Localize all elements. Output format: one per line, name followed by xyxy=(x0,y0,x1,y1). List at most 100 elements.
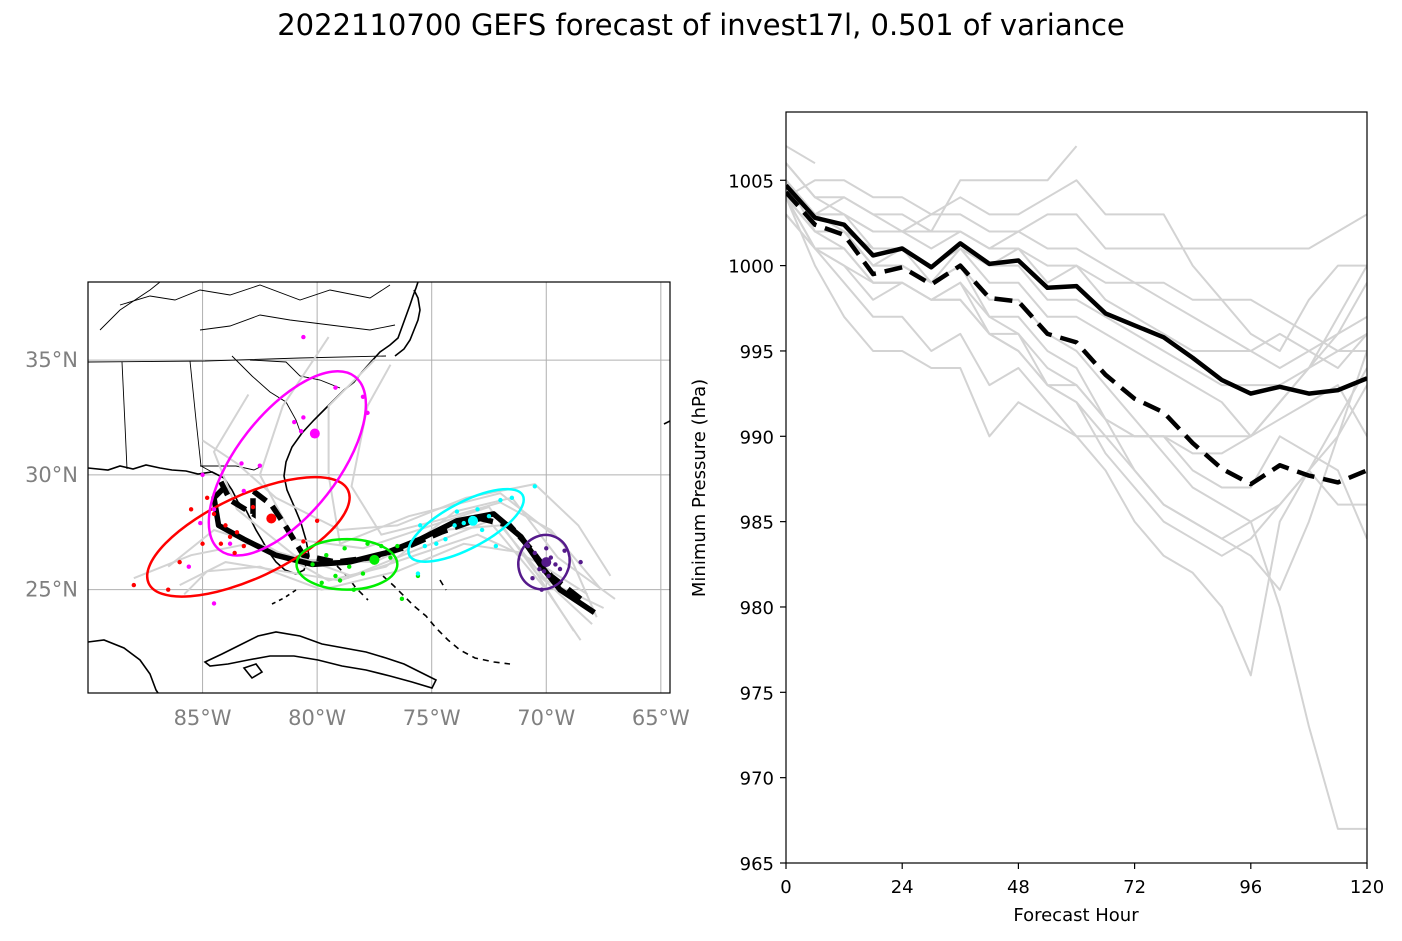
member-pressure-line-0 xyxy=(786,145,816,165)
member-track-8 xyxy=(202,439,612,577)
cluster-0-point-7 xyxy=(200,541,205,546)
cluster-3-point-9 xyxy=(422,543,428,549)
cluster-ellipse-3 xyxy=(407,487,525,563)
cluster-1-point-2 xyxy=(301,415,306,420)
cluster-1-point-15 xyxy=(301,334,306,340)
yucatan-coastline xyxy=(88,639,159,693)
cluster-2-point-10 xyxy=(351,587,356,592)
cluster-2-point-2 xyxy=(333,573,338,579)
cluster-ellipse-0 xyxy=(145,475,351,598)
cluster-3-point-1 xyxy=(461,520,466,526)
member-track-1 xyxy=(258,336,593,625)
state-border-8 xyxy=(199,314,396,331)
cluster-4-point-6 xyxy=(525,543,531,549)
cluster-3-point-14 xyxy=(454,509,460,514)
cluster-3-point-6 xyxy=(475,507,480,512)
cluster-0-point-5 xyxy=(227,534,233,540)
cluster-1-point-8 xyxy=(211,507,217,512)
cluster-2-point-6 xyxy=(379,543,384,549)
cluster-2-point-8 xyxy=(319,580,324,585)
cluster-0-point-10 xyxy=(188,507,194,512)
cluster-1-centroid xyxy=(309,428,320,439)
cluster-0-point-8 xyxy=(232,550,237,556)
cluster-0-point-9 xyxy=(218,541,224,546)
plot-lines xyxy=(786,145,1367,830)
cluster-3-point-7 xyxy=(434,541,439,546)
cluster-1-point-4 xyxy=(239,461,244,466)
y-tick-label: 1005 xyxy=(728,171,774,192)
cluster-0-point-1 xyxy=(234,530,240,535)
member-track-7 xyxy=(183,542,575,632)
cluster-ellipse-4 xyxy=(517,533,571,591)
cluster-0-point-14 xyxy=(314,518,320,523)
map-clusters xyxy=(131,334,583,606)
x-tick-label: 96 xyxy=(1239,877,1262,898)
x-tick-label: 0 xyxy=(780,877,791,898)
y-tick-label: 965 xyxy=(740,854,774,875)
state-border-7 xyxy=(119,284,391,306)
cluster-2-point-14 xyxy=(365,541,370,546)
lon-tick-label: 70°W xyxy=(517,706,575,730)
plot-ticks: 0 24 48 72 96 120 965 970 975 980 985 990 995 1000 100… xyxy=(728,171,1384,898)
x-tick-label: 48 xyxy=(1007,877,1030,898)
cluster-1-point-9 xyxy=(198,520,203,526)
cluster-3-point-15 xyxy=(493,543,499,549)
y-tick-label: 985 xyxy=(740,513,774,534)
cluster-0-point-11 xyxy=(177,559,182,565)
lon-tick-label: 85°W xyxy=(174,706,232,730)
cluster-4-point-3 xyxy=(532,550,538,556)
x-tick-label: 120 xyxy=(1350,877,1384,898)
cluster-2-point-4 xyxy=(324,553,329,558)
cluster-2-point-7 xyxy=(388,555,393,560)
cluster-2-centroid xyxy=(369,554,380,565)
cluster-4-point-12 xyxy=(544,546,549,551)
cluster-1-point-12 xyxy=(333,385,338,390)
member-pressure-line-1 xyxy=(786,162,1367,250)
cluster-4-point-9 xyxy=(578,559,583,565)
mean-pressure-line-dashed xyxy=(786,190,1367,487)
figure-title: 2022110700 GEFS forecast of invest17l, 0… xyxy=(277,8,1125,42)
y-tick-label: 995 xyxy=(740,342,774,363)
cluster-1-point-7 xyxy=(200,472,205,478)
cluster-4-centroid xyxy=(541,557,552,568)
state-border-3 xyxy=(189,360,213,473)
state-border-1 xyxy=(88,355,387,363)
cluster-1-point-1 xyxy=(298,429,304,434)
cluster-3-point-10 xyxy=(415,571,421,576)
cluster-1-point-5 xyxy=(257,463,263,468)
cluster-2-point-3 xyxy=(360,571,366,576)
y-tick-label: 980 xyxy=(740,598,774,619)
state-border-5 xyxy=(231,355,302,435)
plot-background xyxy=(786,112,1367,863)
cluster-0-point-13 xyxy=(131,582,137,588)
y-tick-label: 1000 xyxy=(728,257,774,278)
cluster-2-point-5 xyxy=(342,546,347,551)
cluster-3-point-11 xyxy=(498,497,503,503)
member-pressure-line-11 xyxy=(786,196,1367,591)
lat-tick-label: 30°N xyxy=(25,463,78,487)
cape-hatteras-coast xyxy=(394,289,421,357)
cluster-0-point-16 xyxy=(204,495,210,501)
cluster-1-point-14 xyxy=(365,410,370,416)
mean-pressure-line-solid xyxy=(786,183,1367,396)
cluster-4-point-4 xyxy=(541,569,547,574)
cluster-2-point-9 xyxy=(310,562,315,567)
y-tick-label: 990 xyxy=(740,427,774,448)
plot-xlabel: Forecast Hour xyxy=(1013,905,1139,926)
cluster-2-point-11 xyxy=(395,543,400,549)
cluster-3-point-2 xyxy=(452,523,457,528)
isle-of-youth xyxy=(242,663,264,680)
x-tick-label: 72 xyxy=(1123,877,1146,898)
lat-tick-label: 25°N xyxy=(25,578,78,602)
cluster-4-point-13 xyxy=(557,566,563,572)
cluster-3-point-3 xyxy=(486,514,492,519)
lon-tick-label: 80°W xyxy=(288,706,346,730)
pressure-plot-panel: 0 24 48 72 96 120 965 970 975 980 985 990 995 1000 100… xyxy=(689,111,1384,926)
cluster-1-point-6 xyxy=(241,488,247,494)
map-geography xyxy=(88,282,670,693)
cluster-4-point-5 xyxy=(553,562,558,567)
cluster-0-point-4 xyxy=(211,511,217,517)
state-border-6 xyxy=(249,359,341,389)
cluster-0-point-12 xyxy=(165,587,171,592)
